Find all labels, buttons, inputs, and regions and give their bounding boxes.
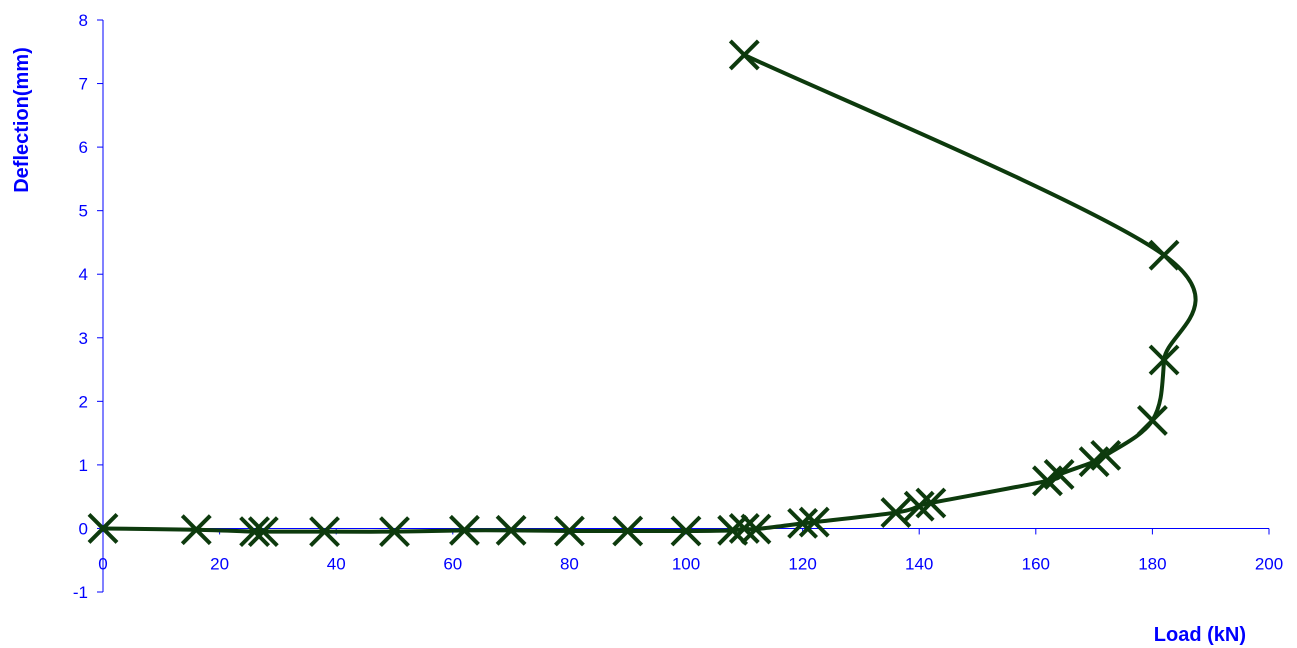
y-axis-title: Deflection(mm) (11, 47, 33, 193)
data-point-marker (880, 497, 912, 528)
data-point-marker (740, 513, 772, 545)
data-point-marker (87, 513, 119, 544)
data-point-marker (379, 516, 410, 548)
data-point-marker (309, 516, 340, 548)
data-point-marker (180, 514, 212, 546)
x-tick-label: 0 (98, 554, 107, 573)
series-markers (87, 39, 1180, 548)
y-tick-label: 2 (79, 392, 88, 411)
y-tick-label: 3 (79, 329, 88, 348)
data-point-marker (1136, 404, 1168, 436)
data-point-marker (717, 514, 749, 546)
y-tick-label: 5 (79, 202, 88, 221)
y-tick-label: 4 (79, 265, 88, 284)
data-point-marker (1090, 439, 1122, 471)
x-tick-label: 40 (327, 554, 346, 573)
data-point-marker (1148, 344, 1180, 376)
y-tick-label: 7 (79, 75, 88, 94)
data-point-marker (1148, 239, 1180, 271)
data-point-marker (798, 506, 830, 538)
data-point-marker (495, 514, 527, 546)
x-tick-label: 20 (210, 554, 229, 573)
x-tick-label: 160 (1022, 554, 1050, 573)
data-point-marker (728, 39, 760, 71)
y-tick-label: 1 (79, 456, 88, 475)
y-tick-label: -1 (73, 583, 88, 602)
data-point-marker (915, 487, 947, 519)
data-point-marker (728, 513, 760, 544)
y-tick-label: 0 (79, 519, 88, 538)
data-point-marker (612, 515, 644, 547)
x-tick-label: 200 (1255, 554, 1283, 573)
data-point-marker (903, 490, 935, 522)
data-point-marker (787, 507, 819, 539)
data-point-marker (553, 515, 585, 547)
x-tick-label: 60 (443, 554, 462, 573)
data-point-marker (247, 516, 279, 548)
x-tick-label: 100 (672, 554, 700, 573)
x-tick-label: 140 (905, 554, 933, 573)
series-line (101, 52, 1198, 534)
data-point-marker (239, 516, 270, 548)
y-tick-label: 6 (79, 138, 88, 157)
data-point-marker (449, 514, 480, 546)
axes (102, 20, 1269, 592)
x-axis-title: Load (kN) (1154, 624, 1246, 646)
x-tick-label: 80 (560, 554, 579, 573)
x-tick-label: 120 (788, 554, 816, 573)
data-point-marker (1043, 459, 1075, 490)
x-tick-label: 180 (1138, 554, 1166, 573)
data-point-marker (670, 515, 702, 547)
y-tick-label: 8 (79, 11, 88, 30)
